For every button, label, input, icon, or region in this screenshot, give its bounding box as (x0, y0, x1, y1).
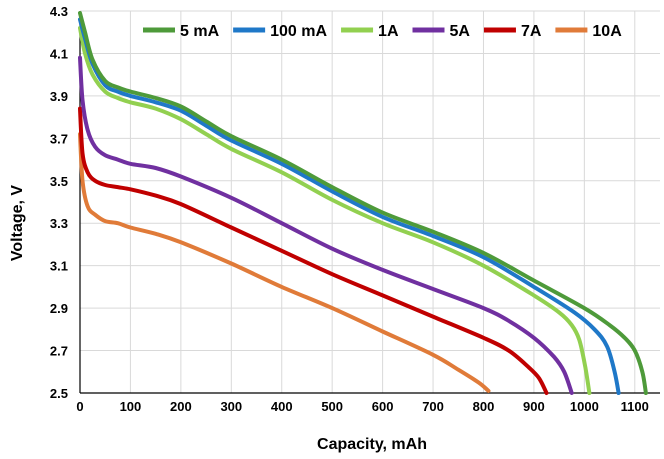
legend-label-5-ma: 5 mA (180, 23, 220, 40)
y-tick-label: 4.1 (50, 46, 68, 61)
x-tick-label: 0 (76, 399, 83, 414)
grid-lines (80, 10, 660, 393)
x-tick-label: 1000 (570, 399, 599, 414)
y-tick-label: 3.1 (50, 259, 68, 274)
x-tick-label: 800 (473, 399, 495, 414)
x-tick-label: 1100 (621, 399, 649, 414)
y-tick-label: 3.9 (50, 89, 68, 104)
y-tick-label: 2.5 (50, 386, 68, 401)
series-line-7a (78, 106, 549, 395)
series-lines (78, 11, 648, 395)
x-tick-label: 400 (271, 399, 293, 414)
legend-label-10a: 10A (592, 23, 622, 40)
legend-label-1a: 1A (378, 23, 399, 40)
y-tick-label: 2.9 (50, 301, 68, 316)
tick-labels: 0 100 200 300 400 500 600 700 800 900 1000 1100 2.5 2… (50, 4, 649, 414)
x-axis-title: Capacity, mAh (317, 436, 427, 453)
x-tick-label: 100 (120, 399, 142, 414)
legend: 5 mA 100 mA 1A 5A 7A 10A (143, 23, 622, 40)
x-tick-label: 200 (170, 399, 192, 414)
x-tick-label: 900 (523, 399, 545, 414)
axes (79, 11, 660, 394)
legend-label-7a: 7A (521, 23, 542, 40)
legend-label-100-ma: 100 mA (270, 23, 327, 40)
y-tick-label: 2.7 (50, 344, 68, 359)
y-tick-label: 4.3 (50, 4, 68, 19)
y-tick-label: 3.7 (50, 131, 68, 146)
series-line-100-ma (78, 17, 621, 395)
y-tick-label: 3.3 (50, 216, 68, 231)
series-line-5a (78, 55, 574, 395)
x-tick-label: 500 (321, 399, 343, 414)
series-line-5-ma (78, 11, 648, 395)
x-tick-label: 300 (220, 399, 242, 414)
y-tick-label: 3.5 (50, 174, 68, 189)
x-tick-label: 700 (422, 399, 444, 414)
y-axis-title: Voltage, V (9, 185, 26, 261)
series-line-10a (78, 132, 491, 393)
x-tick-label: 600 (372, 399, 394, 414)
legend-label-5a: 5A (450, 23, 471, 40)
series-line-1a (78, 26, 592, 395)
